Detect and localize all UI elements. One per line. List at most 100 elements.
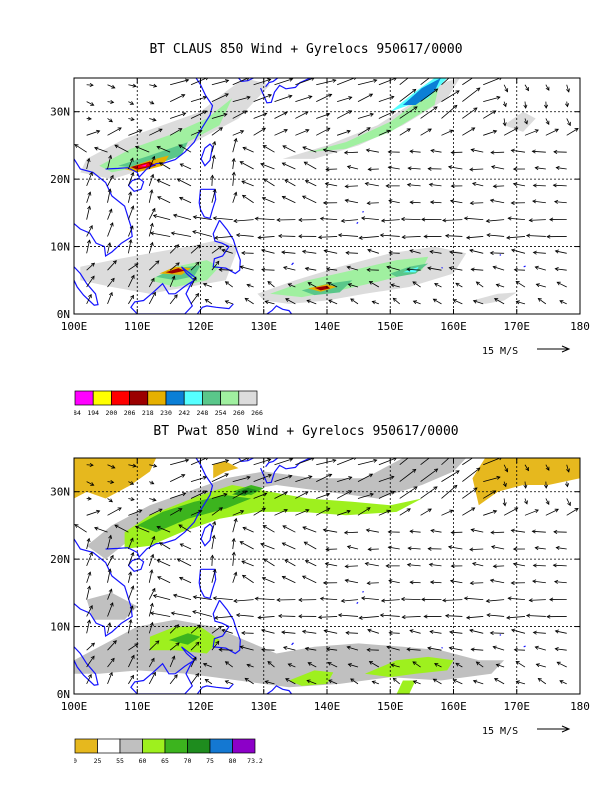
p1-wind-vector xyxy=(277,233,296,239)
p1-wind-vector xyxy=(128,157,134,170)
p2-wind-vector xyxy=(429,629,442,634)
p2-wind-vector xyxy=(323,629,338,634)
p2-wind-vector xyxy=(420,486,438,499)
p1-wind-vector xyxy=(515,280,526,288)
p1-wind-vector xyxy=(390,283,400,288)
p1-wind-vector xyxy=(264,300,275,305)
p1-wind-vector xyxy=(282,266,296,271)
p2-wind-vector xyxy=(128,571,133,583)
p2-wind-vector xyxy=(231,537,236,550)
p2-shaded-region-1 xyxy=(472,458,580,506)
p2-wind-vector xyxy=(169,642,180,651)
p2-colorbar-swatch xyxy=(232,738,256,754)
p1-wind-vector xyxy=(503,127,519,136)
p2-wind-vector xyxy=(107,568,112,583)
p2-wind-vector xyxy=(566,498,571,507)
p1-wind-vector xyxy=(232,130,245,136)
p2-wind-vector xyxy=(149,497,157,502)
p1-wind-vector xyxy=(316,127,331,136)
p2-wind-vector xyxy=(267,660,275,668)
p1-wind-vector xyxy=(429,249,442,254)
p1-wind-vector xyxy=(253,94,272,102)
p1-colorbar-swatch xyxy=(74,390,94,406)
p2-wind-vector xyxy=(232,510,245,516)
p2-wind-vector xyxy=(427,646,442,651)
p1-wind-vector xyxy=(427,266,442,271)
p1-lon-label: 150E xyxy=(377,320,404,333)
p2-wind-vector xyxy=(503,464,509,473)
p2-wind-vector xyxy=(178,576,192,584)
p2-coastline-5 xyxy=(198,568,217,600)
p2-wind-vector xyxy=(535,663,546,668)
p2-wind-vector xyxy=(328,679,338,685)
p2-wind-vector xyxy=(307,662,317,668)
p2-wind-vector xyxy=(169,674,178,685)
p2-wind-vector xyxy=(211,473,229,482)
p1-wind-vector xyxy=(262,145,275,153)
p2-wind-vector xyxy=(261,628,275,634)
p1-wind-vector xyxy=(107,242,112,254)
p2-wind-vector xyxy=(399,468,417,482)
p2-wind-vector xyxy=(357,458,378,466)
p2-wind-vector xyxy=(469,547,484,552)
p1-wind-vector xyxy=(344,198,359,204)
p1-wind-vector xyxy=(462,78,474,86)
p1-wind-vector xyxy=(190,95,208,102)
p1-wind-vector xyxy=(367,167,379,172)
p1-wind-vector xyxy=(465,235,484,240)
p1-wind-vector xyxy=(86,293,92,305)
p1-wind-vector xyxy=(469,167,484,172)
p2-wind-vector xyxy=(152,594,171,600)
p2-wind-vector xyxy=(211,492,228,499)
p2-wind-vector xyxy=(455,662,463,668)
p2-wind-vector xyxy=(86,619,91,634)
p2-wind-vector xyxy=(469,628,484,634)
p1-wind-vector xyxy=(239,265,254,271)
p2-wind-vector xyxy=(503,507,519,516)
p2-wind-vector xyxy=(343,530,359,535)
p1-wind-vector xyxy=(399,78,409,86)
p1-wind-vector xyxy=(74,144,87,153)
p1-wind-vector xyxy=(241,180,254,187)
p2-colorbar-label: 65 xyxy=(161,757,169,765)
p2-wind-vector xyxy=(507,596,526,601)
p1-wind-vector xyxy=(107,99,115,104)
p2-wind-vector xyxy=(532,630,546,635)
p2-wind-vector xyxy=(295,475,313,482)
p1-wind-vector xyxy=(307,282,317,288)
p2-wind-vector xyxy=(365,528,379,533)
p1-wind-vector xyxy=(462,127,476,136)
p1-wind-vector xyxy=(485,218,505,223)
panel1-reference-vector-label: 15 M/S xyxy=(482,346,519,357)
p2-wind-vector xyxy=(86,571,92,583)
p1-wind-vector xyxy=(483,78,502,86)
p2-wind-vector xyxy=(232,490,248,499)
p1-wind-vector xyxy=(190,110,208,119)
p2-wind-vector xyxy=(149,480,155,485)
p1-wind-vector xyxy=(343,150,359,155)
p1-wind-vector xyxy=(284,179,296,187)
p1-wind-vector xyxy=(211,260,220,271)
p1-wind-vector xyxy=(301,249,317,254)
p1-wind-vector xyxy=(211,93,229,102)
p1-wind-vector xyxy=(107,188,112,203)
p1-wind-vector xyxy=(469,248,484,254)
p1-wind-vector xyxy=(420,128,432,136)
p2-coastline-12 xyxy=(266,685,293,694)
p1-wind-vector xyxy=(566,128,579,136)
p2-wind-vector xyxy=(262,525,275,533)
p1-wind-vector xyxy=(232,191,238,203)
p1-colorbar-label: 230 xyxy=(160,409,172,417)
p1-wind-vector xyxy=(176,178,192,187)
p2-wind-vector xyxy=(524,509,539,516)
p2-wind-vector xyxy=(298,614,317,619)
p1-colorbar-label: 206 xyxy=(124,409,136,417)
p1-wind-vector xyxy=(134,145,150,153)
p2-wind-vector xyxy=(532,579,546,584)
p2-colorbar-swatch xyxy=(209,738,233,754)
p2-wind-vector xyxy=(285,678,296,685)
p1-wind-vector xyxy=(324,182,338,187)
p1-wind-vector xyxy=(107,208,113,220)
p1-wind-vector xyxy=(253,127,267,136)
p2-wind-vector xyxy=(515,680,526,685)
